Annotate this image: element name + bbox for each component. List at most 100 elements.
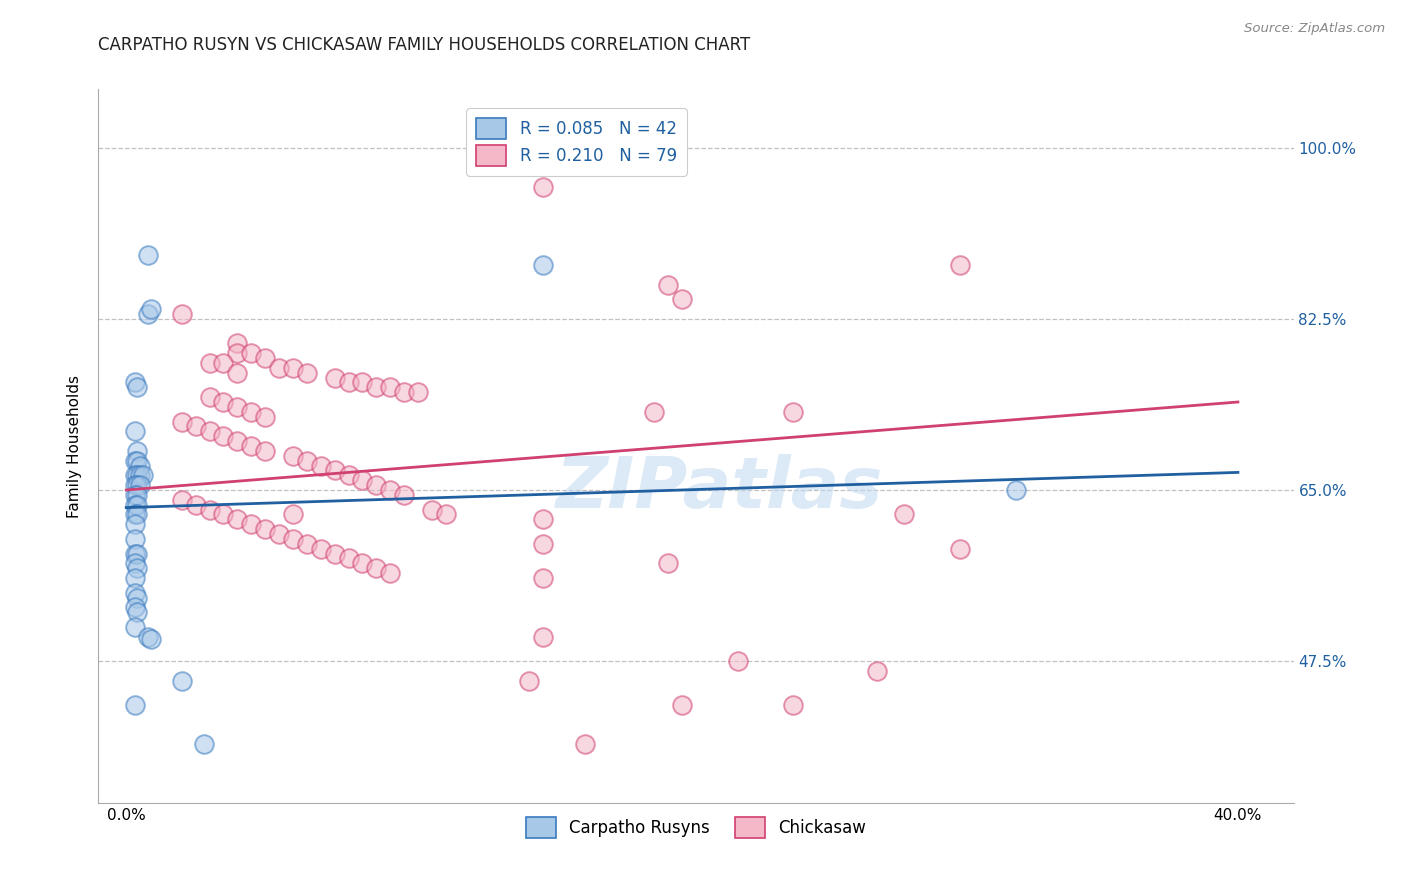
Point [127,498,149,512]
Point [267,360,290,375]
Point [657,277,679,292]
Point [281,508,304,522]
Point [170,415,193,429]
Point [124,532,146,546]
Point [949,258,972,272]
Point [212,395,235,409]
Point [124,600,146,615]
Point [392,385,415,400]
Point [141,302,163,317]
Point [240,346,263,360]
Point [127,591,149,605]
Point [352,376,374,390]
Point [366,561,388,575]
Point [406,385,429,400]
Point [212,356,235,370]
Point [434,508,457,522]
Point [124,478,146,492]
Point [129,458,152,473]
Point [323,370,346,384]
Point [184,498,207,512]
Point [643,405,665,419]
Point [337,551,360,566]
Point [127,605,149,619]
Point [198,390,221,404]
Point [124,488,146,502]
Point [124,517,146,532]
Point [323,463,346,477]
Point [124,571,146,585]
Point [170,307,193,321]
Point [352,557,374,571]
Point [170,492,193,507]
Text: CARPATHO RUSYN VS CHICKASAW FAMILY HOUSEHOLDS CORRELATION CHART: CARPATHO RUSYN VS CHICKASAW FAMILY HOUSE… [98,36,751,54]
Point [226,434,249,449]
Point [124,498,146,512]
Point [574,737,596,751]
Point [309,541,332,556]
Point [226,400,249,414]
Point [226,512,249,526]
Point [380,566,402,580]
Point [226,366,249,380]
Point [198,502,221,516]
Point [124,376,146,390]
Point [531,180,554,194]
Point [138,307,160,321]
Point [281,449,304,463]
Point [127,380,149,394]
Point [782,405,804,419]
Point [295,453,318,467]
Point [727,654,749,668]
Point [531,571,554,585]
Point [420,502,443,516]
Point [124,453,146,467]
Point [517,673,540,688]
Point [337,468,360,483]
Point [531,630,554,644]
Point [323,547,346,561]
Point [198,425,221,439]
Point [657,557,679,571]
Point [671,698,693,712]
Point [366,478,388,492]
Point [240,439,263,453]
Point [254,409,277,424]
Point [352,473,374,487]
Point [127,547,149,561]
Point [865,664,887,678]
Point [295,537,318,551]
Point [671,293,693,307]
Text: ZIPatlas: ZIPatlas [557,454,883,524]
Point [392,488,415,502]
Point [254,443,277,458]
Point [226,346,249,360]
Point [531,258,554,272]
Point [124,585,146,599]
Point [295,366,318,380]
Point [281,360,304,375]
Point [893,508,915,522]
Point [124,425,146,439]
Point [267,527,290,541]
Text: Source: ZipAtlas.com: Source: ZipAtlas.com [1244,22,1385,36]
Point [127,443,149,458]
Point [127,468,149,483]
Point [127,508,149,522]
Point [531,537,554,551]
Point [531,512,554,526]
Point [129,468,152,483]
Point [127,453,149,467]
Point [1004,483,1026,497]
Point [124,547,146,561]
Point [129,478,152,492]
Point [184,419,207,434]
Point [124,620,146,634]
Point [124,557,146,571]
Point [141,632,163,646]
Point [124,468,146,483]
Point [782,698,804,712]
Point [380,483,402,497]
Point [380,380,402,394]
Point [309,458,332,473]
